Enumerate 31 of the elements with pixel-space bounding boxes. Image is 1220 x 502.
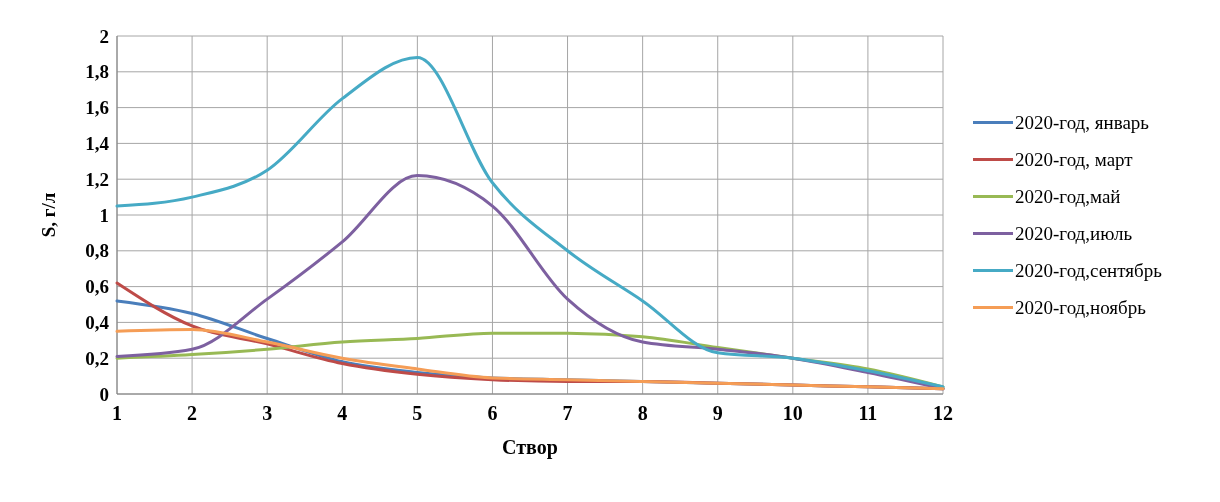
- x-tick-label: 8: [637, 402, 648, 424]
- x-tick-label: 4: [337, 402, 348, 424]
- x-tick-label: 2: [187, 402, 198, 424]
- x-tick-label: 5: [412, 402, 423, 424]
- x-tick-label: 10: [782, 402, 803, 424]
- legend-label: 2020-год,май: [1015, 186, 1121, 208]
- x-tick-label: 3: [262, 402, 273, 424]
- y-tick-label: 0,8: [85, 240, 109, 262]
- y-tick-label: 0,2: [85, 347, 109, 369]
- x-tick-label: 12: [933, 402, 953, 424]
- x-tick-label: 11: [858, 402, 878, 424]
- y-tick-label: 0: [99, 383, 109, 405]
- y-tick-label: 0,6: [85, 276, 109, 298]
- y-tick-label: 2: [99, 25, 109, 47]
- legend-label: 2020-год,июль: [1015, 223, 1133, 245]
- y-tick-label: 1,4: [85, 133, 110, 155]
- y-tick-label: 0,4: [85, 312, 110, 334]
- y-tick-label: 1,2: [85, 168, 109, 190]
- x-tick-label: 9: [712, 402, 723, 424]
- legend-label: 2020-год,сентябрь: [1015, 260, 1163, 282]
- x-tick-label: 6: [487, 402, 498, 424]
- line-series: [115, 55, 945, 389]
- x-tick-label: 7: [562, 402, 573, 424]
- y-tick-label: 1: [99, 204, 109, 226]
- y-tick-label: 1,6: [85, 97, 109, 119]
- y-axis-title: S, г/л: [38, 192, 59, 238]
- legend-label: 2020-год, март: [1015, 149, 1134, 171]
- legend-label: 2020-год, январь: [1015, 112, 1150, 134]
- x-axis-title: Створ: [502, 436, 558, 459]
- legend-label: 2020-год,ноябрь: [1015, 297, 1147, 319]
- y-tick-label: 1,8: [85, 61, 109, 83]
